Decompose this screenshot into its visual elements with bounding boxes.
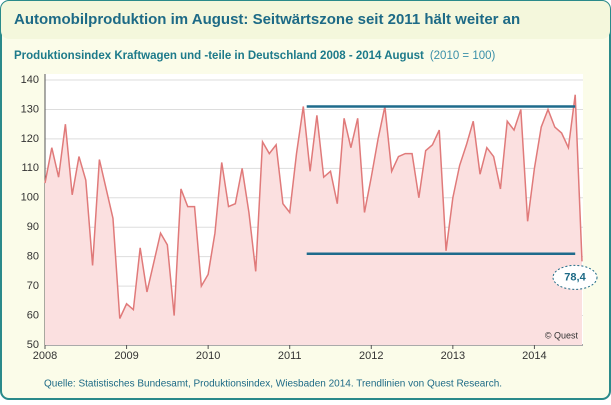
x-tick-label: 2008	[33, 350, 57, 362]
y-tick-label: 140	[21, 74, 39, 86]
y-tick-label: 60	[27, 309, 39, 321]
x-tick-label: 2010	[196, 350, 220, 362]
y-tick-label: 70	[27, 280, 39, 292]
copyright: © Quest	[545, 330, 579, 340]
subtitle-note: (2010 = 100)	[430, 50, 496, 62]
y-tick-label: 120	[21, 133, 39, 145]
area-fill	[45, 94, 582, 345]
annotation: 78,4	[564, 271, 586, 283]
y-tick-label: 110	[21, 162, 39, 174]
source: Quelle: Statistisches Bundesamt, Produkt…	[44, 379, 502, 390]
x-tick-label: 2011	[278, 350, 302, 362]
chart-subtitle: Produktionsindex Kraftwagen und -teile i…	[14, 50, 424, 62]
x-tick-label: 2013	[441, 350, 465, 362]
x-tick-label: 2012	[359, 350, 383, 362]
y-tick-label: 130	[21, 103, 39, 115]
x-tick-label: 2014	[522, 350, 546, 362]
y-tick-label: 90	[27, 221, 39, 233]
y-tick-label: 80	[27, 251, 39, 263]
title-band	[1, 1, 610, 39]
line	[44, 94, 583, 319]
x-tick-label: 2009	[114, 350, 138, 362]
y-tick-label: 50	[27, 339, 39, 351]
y-tick-label: 100	[21, 192, 39, 204]
chart-title: Automobilproduktion im August: Seitwärts…	[14, 11, 520, 28]
annotation-ring	[552, 264, 598, 290]
